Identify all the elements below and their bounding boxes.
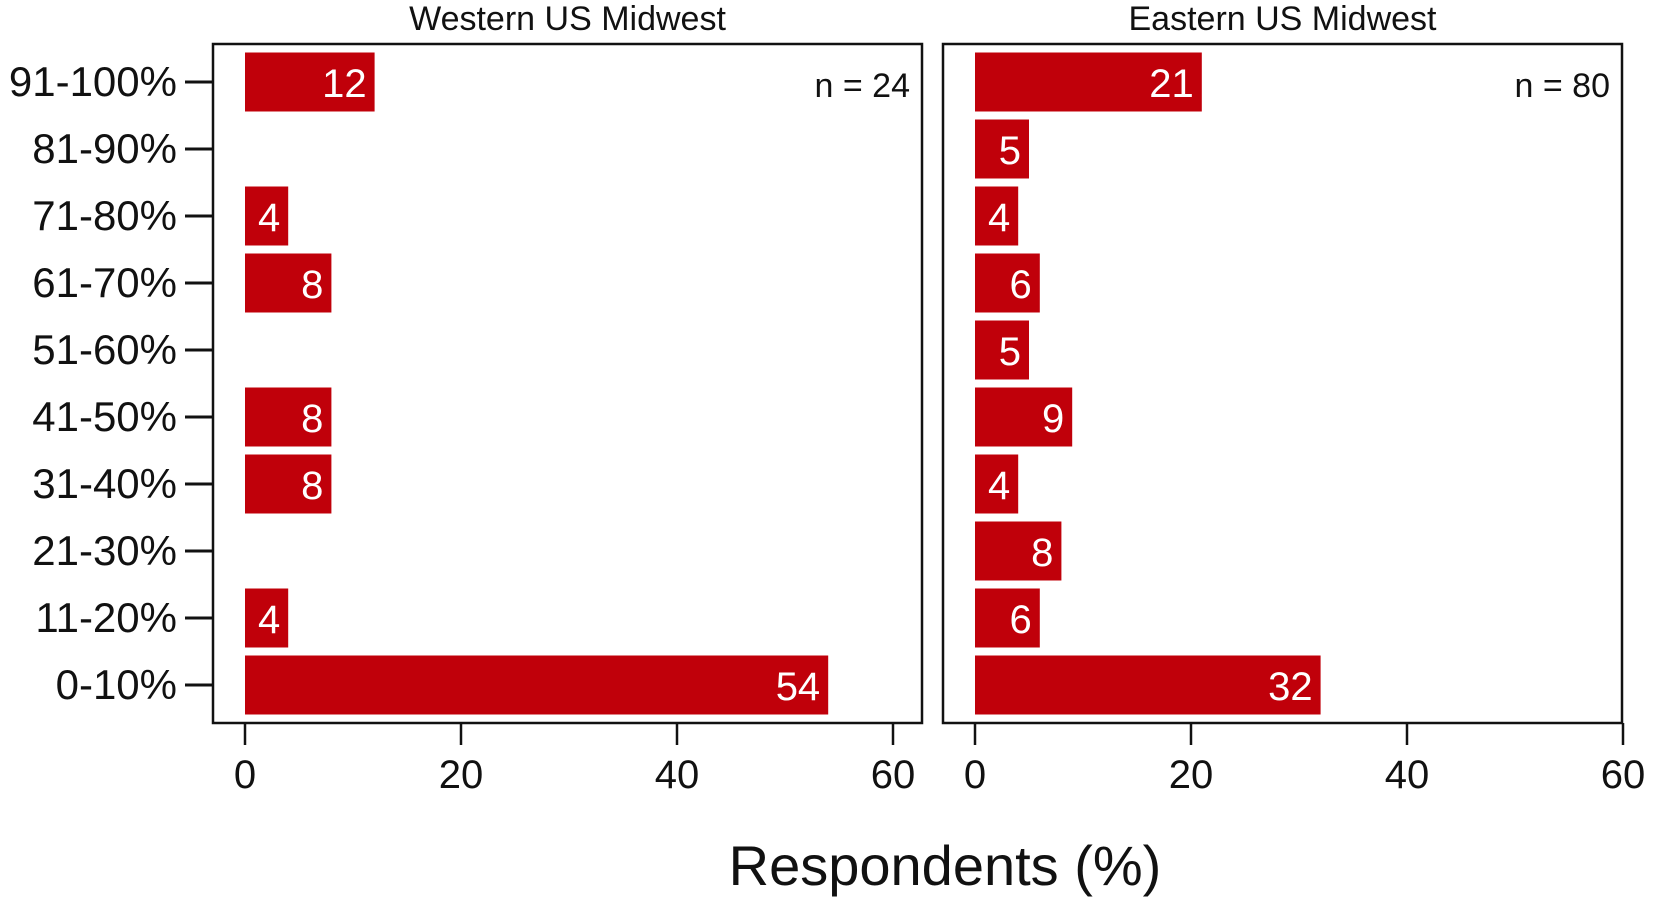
x-tick-label: 20 (439, 753, 484, 797)
bar-value-label: 4 (258, 598, 280, 642)
bar (245, 186, 289, 246)
bar-value-label: 21 (1149, 62, 1194, 106)
bar-value-label: 5 (999, 330, 1021, 374)
x-tick-label: 0 (964, 753, 986, 797)
sample-size-label: n = 80 (1515, 67, 1610, 105)
bar (975, 320, 1029, 380)
bar-value-label: 8 (301, 397, 323, 441)
bar-value-label: 4 (258, 196, 280, 240)
bar (245, 387, 332, 447)
bar-value-label: 8 (301, 464, 323, 508)
sample-size-label: n = 24 (815, 67, 910, 105)
bar-value-label: 4 (988, 464, 1010, 508)
x-tick-label: 40 (1385, 753, 1430, 797)
x-axis-title: Respondents (%) (729, 834, 1162, 897)
x-tick-label: 40 (655, 753, 700, 797)
bar-value-label: 9 (1042, 397, 1064, 441)
panel-title: Western US Midwest (409, 0, 726, 38)
category-label: 0-10% (56, 661, 177, 708)
panel-frame (941, 42, 1624, 725)
bar-value-label: 6 (1010, 598, 1032, 642)
x-tick-label: 60 (1601, 753, 1646, 797)
x-tick-label: 20 (1169, 753, 1214, 797)
bar (975, 521, 1062, 581)
bar (975, 454, 1019, 514)
bar (245, 655, 829, 715)
bar (245, 253, 332, 313)
bar-value-label: 54 (776, 665, 821, 709)
category-label: 11-20% (35, 594, 177, 641)
bar-value-label: 6 (1010, 263, 1032, 307)
bar (975, 253, 1040, 313)
bar (245, 52, 375, 112)
bar (975, 52, 1202, 112)
bar-value-label: 5 (999, 129, 1021, 173)
bar (975, 186, 1019, 246)
bar-value-label: 8 (301, 263, 323, 307)
bar (975, 387, 1073, 447)
bar (245, 454, 332, 514)
bar-value-label: 32 (1268, 665, 1313, 709)
bar (245, 588, 289, 648)
panel-title: Eastern US Midwest (1129, 0, 1438, 38)
panel-frame (211, 42, 924, 725)
bar-value-label: 12 (322, 62, 367, 106)
bar-value-label: 8 (1031, 531, 1053, 575)
bar (975, 119, 1029, 179)
category-label: 71-80% (32, 192, 177, 239)
bar (975, 588, 1040, 648)
category-label: 51-60% (32, 326, 177, 373)
x-tick-label: 0 (234, 753, 256, 797)
category-label: 91-100% (9, 58, 177, 105)
bar (975, 655, 1321, 715)
category-label: 61-70% (32, 259, 177, 306)
x-tick-label: 60 (871, 753, 916, 797)
category-label: 81-90% (32, 125, 177, 172)
category-label: 21-30% (32, 527, 177, 574)
bar-value-label: 4 (988, 196, 1010, 240)
category-label: 31-40% (32, 460, 177, 507)
category-label: 41-50% (32, 393, 177, 440)
